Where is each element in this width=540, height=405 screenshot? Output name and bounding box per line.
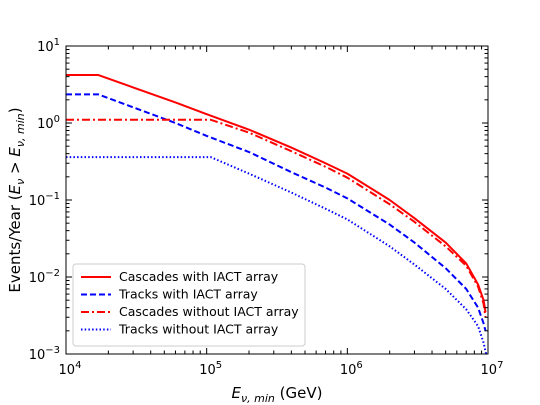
legend-label-4: Tracks without IACT array (118, 322, 279, 337)
tick-labels: 104 105 106 107 10−3 10−2 10−1 100 101 (29, 37, 504, 378)
legend-entries: Cascades with IACT array Tracks with IACT… (81, 269, 299, 337)
series-line-1 (66, 74, 487, 313)
series-line-4 (66, 156, 488, 354)
x-tick-label: 105 (199, 360, 222, 378)
legend-label-2: Tracks with IACT array (118, 287, 258, 302)
x-tick-label: 107 (481, 360, 504, 378)
y-tick-label: 100 (37, 114, 60, 132)
legend-label-1: Cascades with IACT array (119, 269, 279, 284)
legend-label-3: Cascades without IACT array (119, 304, 299, 319)
y-tick-label: 10−3 (29, 345, 60, 363)
axis-ticks (65, 45, 489, 355)
y-axis-label: Events/Year (Eν > Eν, min) (6, 107, 27, 292)
x-tick-label: 104 (59, 360, 82, 378)
legend-box (72, 263, 306, 347)
series-line-3 (66, 118, 487, 318)
y-tick-label: 10−1 (29, 191, 60, 209)
legend: Cascades with IACT array Tracks with IACT… (72, 263, 306, 347)
x-tick-label: 106 (340, 360, 363, 378)
y-tick-label: 101 (37, 37, 60, 55)
series-line-2 (66, 93, 487, 332)
y-tick-label: 10−2 (29, 268, 60, 286)
plot-area (66, 74, 488, 354)
x-axis-label: Eν, min (GeV) (232, 384, 323, 405)
